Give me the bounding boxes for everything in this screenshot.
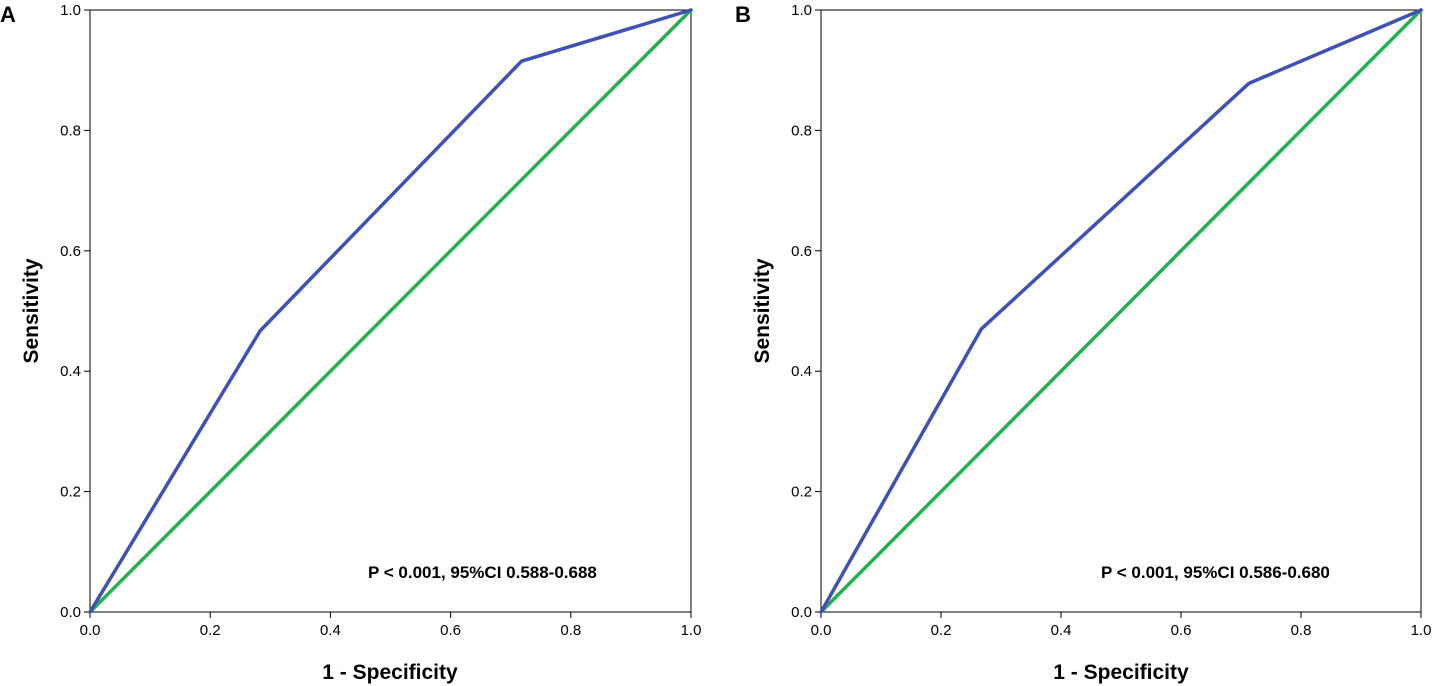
y-tick-label-a: 0.2 <box>60 484 81 501</box>
reference-line-line-b <box>819 8 1423 614</box>
y-axis-title-b: Sensitivity <box>751 258 774 363</box>
x-tick-label-b: 0.6 <box>1171 622 1192 639</box>
annotation-a: P < 0.001, 95%CI 0.588-0.688 <box>368 563 597 582</box>
y-tick-label-a: 0.0 <box>60 604 81 621</box>
roc-curve-line-b <box>819 8 1423 614</box>
x-axis-title-a: 1 - Specificity <box>322 661 458 684</box>
plot-frame-a <box>89 9 692 613</box>
x-tick-label-b: 0.4 <box>1051 622 1072 639</box>
y-axis-title-a: Sensitivity <box>20 258 43 363</box>
x-tick-label-b: 0.0 <box>811 622 832 639</box>
x-tick-label-a: 1.0 <box>681 622 702 639</box>
y-tick-label-b: 0.0 <box>791 604 812 621</box>
roc-curve-line-a <box>88 8 693 614</box>
x-tick-label-a: 0.0 <box>80 622 101 639</box>
y-tick-label-b: 0.6 <box>791 243 812 260</box>
y-tick-label-a: 0.4 <box>60 363 81 380</box>
panel-b: B 0.0 0.2 0.4 0.6 0.8 1.0 0.00.20.40.60.81.0 … <box>735 2 1431 684</box>
series-b <box>819 8 1423 614</box>
plot-frame-b <box>820 9 1422 613</box>
y-tick-label-b: 0.4 <box>791 363 812 380</box>
y-tick-label-b: 0.8 <box>791 122 812 139</box>
reference-line-line-a <box>88 8 693 614</box>
y-tick-label-a: 0.8 <box>60 122 81 139</box>
series-a <box>88 8 693 614</box>
x-axis-title-b: 1 - Specificity <box>1053 661 1189 684</box>
x-tick-label-a: 0.8 <box>560 622 581 639</box>
x-ticks-b: 0.0 0.2 0.4 0.6 0.8 1.0 <box>811 612 1432 639</box>
y-tick-label-a: 0.6 <box>60 243 81 260</box>
annotation-b: P < 0.001, 95%CI 0.586-0.680 <box>1101 563 1330 582</box>
y-tick-label-b: 1.0 <box>791 2 812 19</box>
panel-label-b: B <box>735 2 751 27</box>
x-tick-label-a: 0.4 <box>320 622 341 639</box>
y-tick-label-b: 0.2 <box>791 484 812 501</box>
x-ticks-a: 0.0 0.2 0.4 0.6 0.8 1.0 <box>80 612 702 639</box>
x-tick-label-a: 0.6 <box>440 622 461 639</box>
x-tick-label-b: 1.0 <box>1411 622 1432 639</box>
panel-a: A 0.0 0.2 0.4 0.6 0.8 1.0 0.00.20.40.60.81.0 … <box>0 2 701 684</box>
x-tick-label-b: 0.8 <box>1291 622 1312 639</box>
y-ticks-a: 0.0 0.2 0.4 0.6 0.8 1.0 <box>60 2 90 621</box>
panel-label-a: A <box>0 2 16 27</box>
y-tick-label-a: 1.0 <box>60 2 81 19</box>
x-tick-label-b: 0.2 <box>931 622 952 639</box>
y-ticks-b: 0.0 0.2 0.4 0.6 0.8 1.0 <box>791 2 821 621</box>
x-tick-label-a: 0.2 <box>200 622 221 639</box>
